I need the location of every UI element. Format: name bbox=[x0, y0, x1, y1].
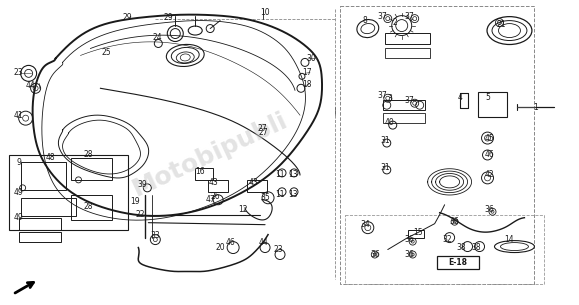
Text: 43: 43 bbox=[208, 178, 218, 187]
Text: 13: 13 bbox=[288, 170, 298, 179]
Text: 29: 29 bbox=[123, 13, 132, 22]
Text: E-18: E-18 bbox=[448, 258, 467, 267]
Text: 11: 11 bbox=[275, 190, 285, 199]
Text: 5: 5 bbox=[485, 93, 490, 102]
Text: 27: 27 bbox=[257, 124, 267, 133]
Text: 32: 32 bbox=[443, 235, 452, 244]
Bar bbox=[340, 6, 534, 284]
Text: 15: 15 bbox=[413, 228, 423, 237]
Text: 18: 18 bbox=[302, 80, 312, 89]
Text: 44: 44 bbox=[25, 81, 35, 90]
Text: 24: 24 bbox=[152, 33, 162, 42]
Text: 12: 12 bbox=[239, 205, 248, 214]
Text: 49: 49 bbox=[14, 213, 24, 222]
Bar bbox=[345, 215, 544, 284]
Text: 9: 9 bbox=[16, 159, 21, 167]
Text: 36: 36 bbox=[405, 235, 415, 244]
Text: 35: 35 bbox=[260, 193, 270, 202]
Bar bbox=[247, 180, 267, 192]
Text: 3: 3 bbox=[387, 94, 392, 103]
Bar bbox=[21, 198, 75, 216]
Text: 46: 46 bbox=[485, 150, 494, 160]
Text: 29: 29 bbox=[163, 13, 173, 22]
Bar bbox=[19, 218, 61, 230]
Text: 37: 37 bbox=[405, 12, 415, 21]
Text: 2: 2 bbox=[393, 18, 397, 27]
Bar bbox=[385, 48, 430, 59]
Text: 43: 43 bbox=[248, 178, 258, 187]
Text: 36: 36 bbox=[405, 250, 415, 259]
Text: 28: 28 bbox=[84, 202, 93, 211]
Text: 37: 37 bbox=[378, 12, 388, 21]
Text: 20: 20 bbox=[215, 243, 225, 252]
Text: 31: 31 bbox=[380, 135, 390, 145]
Text: 38: 38 bbox=[457, 243, 467, 252]
Text: 27: 27 bbox=[258, 127, 268, 137]
Text: 37: 37 bbox=[405, 96, 415, 105]
Bar bbox=[478, 92, 507, 117]
Text: 25: 25 bbox=[102, 48, 111, 57]
Bar bbox=[71, 158, 112, 180]
Text: 47: 47 bbox=[206, 195, 215, 204]
Text: 17: 17 bbox=[302, 68, 312, 77]
Text: 45: 45 bbox=[485, 134, 494, 142]
Text: 1: 1 bbox=[533, 103, 538, 112]
Text: 23: 23 bbox=[273, 245, 283, 254]
Bar bbox=[383, 113, 424, 123]
Text: Motobipubli: Motobipubli bbox=[129, 109, 292, 202]
Text: 28: 28 bbox=[84, 150, 93, 160]
Text: 22: 22 bbox=[135, 210, 145, 219]
Text: 13: 13 bbox=[288, 190, 298, 199]
Text: 46: 46 bbox=[225, 238, 235, 247]
Text: 34: 34 bbox=[360, 220, 370, 229]
Text: 4: 4 bbox=[457, 93, 462, 102]
Text: 14: 14 bbox=[505, 235, 514, 244]
Bar bbox=[21, 162, 65, 190]
Text: 31: 31 bbox=[380, 163, 390, 172]
Text: 30: 30 bbox=[306, 54, 316, 63]
Bar bbox=[19, 231, 61, 242]
Bar bbox=[9, 155, 129, 230]
Text: 11: 11 bbox=[275, 170, 285, 179]
Bar bbox=[385, 33, 430, 45]
Text: 44: 44 bbox=[258, 238, 268, 247]
Text: 39: 39 bbox=[137, 180, 147, 189]
Text: 26: 26 bbox=[210, 192, 220, 201]
Text: 48: 48 bbox=[46, 153, 56, 163]
Text: 10: 10 bbox=[260, 8, 270, 17]
Bar bbox=[195, 168, 213, 180]
Text: 40: 40 bbox=[385, 118, 395, 127]
Text: 23: 23 bbox=[14, 68, 24, 77]
Text: 33: 33 bbox=[151, 231, 160, 240]
Bar bbox=[437, 256, 479, 269]
Text: 49: 49 bbox=[14, 188, 24, 197]
Text: 16: 16 bbox=[195, 167, 205, 176]
Text: 36: 36 bbox=[485, 205, 494, 214]
Text: 21: 21 bbox=[497, 20, 506, 29]
Bar bbox=[208, 180, 228, 192]
Text: 37: 37 bbox=[378, 91, 388, 100]
Text: 36: 36 bbox=[450, 217, 460, 226]
Text: 38: 38 bbox=[472, 243, 481, 252]
Bar bbox=[71, 195, 112, 220]
Text: 8: 8 bbox=[362, 16, 367, 25]
Text: 36: 36 bbox=[370, 250, 380, 259]
Text: 41: 41 bbox=[14, 111, 24, 120]
Bar bbox=[383, 100, 424, 110]
Text: 19: 19 bbox=[130, 197, 140, 206]
Bar bbox=[408, 230, 424, 238]
Text: 42: 42 bbox=[485, 170, 494, 179]
